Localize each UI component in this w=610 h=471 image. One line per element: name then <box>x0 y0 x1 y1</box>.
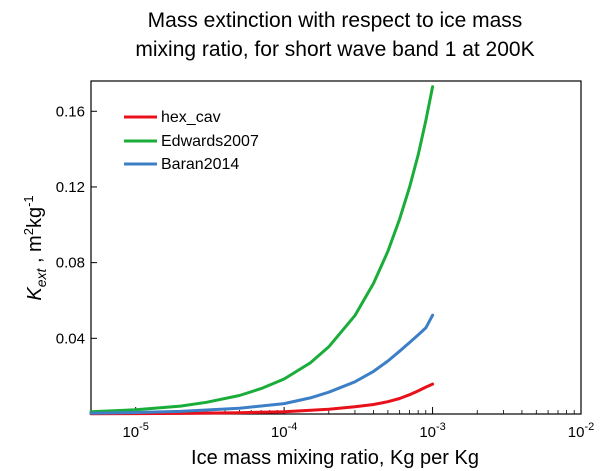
y-axis-label-symbol: K <box>24 286 46 301</box>
chart-title-line-2: mixing ratio, for short wave band 1 at 2… <box>135 38 534 61</box>
y-axis-label: Kext , m2kg-1 <box>21 195 49 300</box>
series-lines <box>89 85 435 416</box>
y-axis-label-unit-m-exp: 2 <box>21 228 36 235</box>
y-tick-label: 0.04 <box>56 330 85 347</box>
chart-title: Mass extinction with respect to ice mass… <box>135 9 534 61</box>
plot-area-frame <box>90 80 582 415</box>
y-axis-label-sep: , <box>24 252 46 269</box>
y-axis-label-unit-kg-exp: -1 <box>21 195 36 207</box>
legend-label-edwards2007: Edwards2007 <box>161 133 259 150</box>
legend-label-hex-cav: hex_cav <box>161 109 221 126</box>
series-line-hex-cav <box>89 382 435 416</box>
y-axis-ticks: 0.04 0.08 0.12 0.16 <box>56 103 97 347</box>
x-tick-label: 10-3 <box>419 421 445 441</box>
x-tick-label: 10-5 <box>122 421 148 441</box>
series-line-edwards2007 <box>89 85 435 414</box>
x-tick-label: 10-2 <box>568 421 594 441</box>
y-axis-label-unit-m: m <box>24 235 46 252</box>
series-line-baran2014 <box>89 313 435 415</box>
y-tick-label: 0.16 <box>56 103 85 120</box>
legend-label-baran2014: Baran2014 <box>161 156 239 173</box>
y-axis-label-unit-kg: kg <box>24 207 46 228</box>
chart-title-line-1: Mass extinction with respect to ice mass <box>148 9 523 32</box>
y-axis-label-subscript: ext <box>33 268 49 288</box>
y-tick-label: 0.08 <box>56 255 85 272</box>
x-axis-label: Ice mass mixing ratio, Kg per Kg <box>191 447 479 469</box>
x-tick-label: 10-4 <box>271 421 297 441</box>
legend: hex_cav Edwards2007 Baran2014 <box>124 109 259 173</box>
y-tick-label: 0.12 <box>56 179 85 196</box>
